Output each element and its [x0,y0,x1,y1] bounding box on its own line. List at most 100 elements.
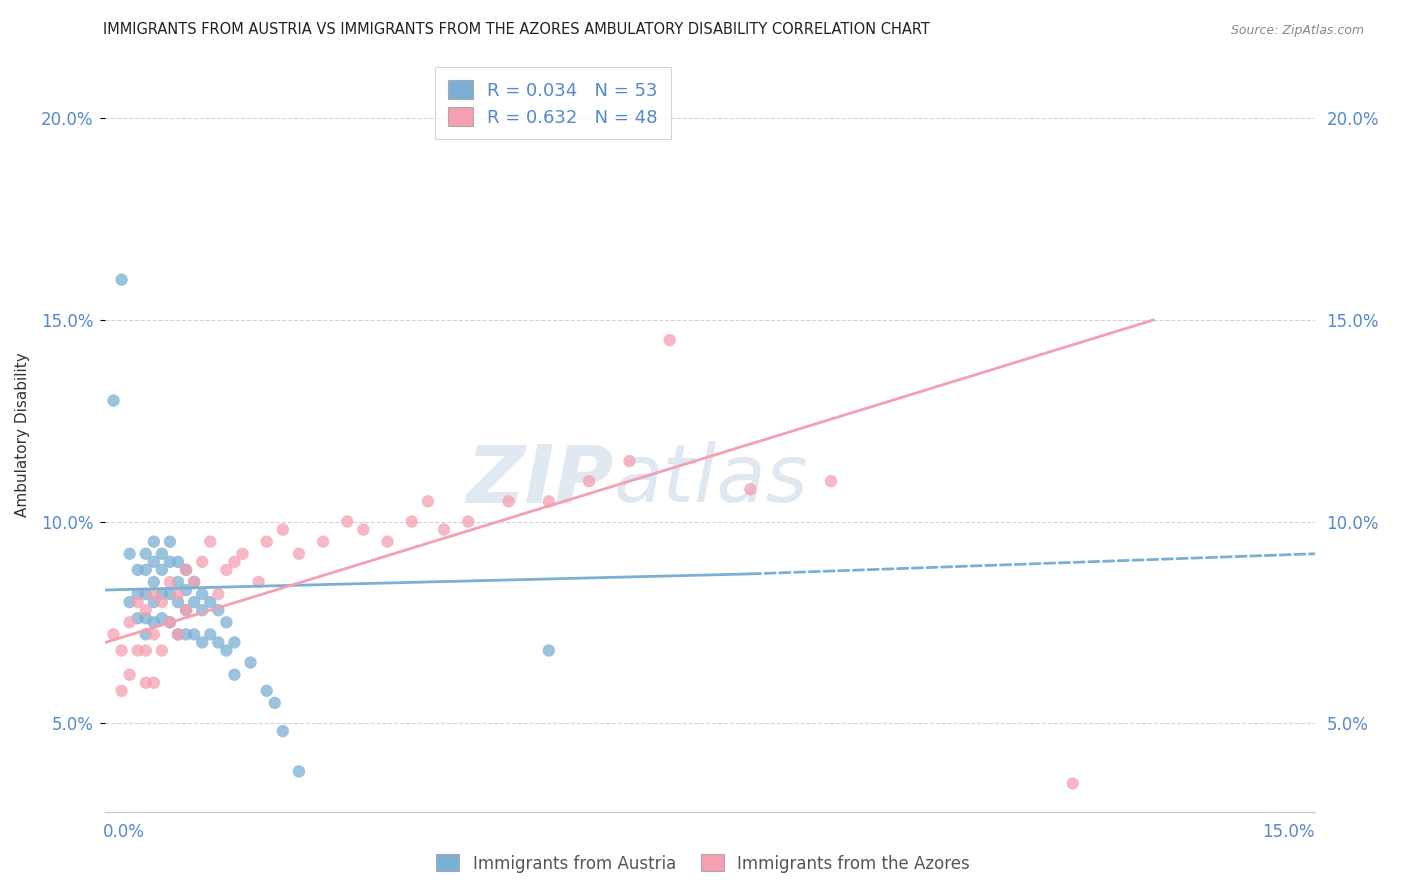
Point [191,555,214,569]
Point [135,603,157,617]
Point [150,643,173,657]
Point [619,454,641,468]
Point [224,667,246,681]
Point [150,611,173,625]
Point [1062,776,1084,790]
Legend: Immigrants from Austria, Immigrants from the Azores: Immigrants from Austria, Immigrants from… [429,847,977,880]
Point [224,555,246,569]
Point [215,563,238,577]
Point [288,764,311,779]
Point [263,696,285,710]
Point [658,333,681,347]
Point [336,515,359,529]
Legend: R = 0.034   N = 53, R = 0.632   N = 48: R = 0.034 N = 53, R = 0.632 N = 48 [434,67,671,139]
Text: 15.0%: 15.0% [1263,822,1315,840]
Point [377,534,399,549]
Point [142,574,165,589]
Point [215,643,238,657]
Point [142,534,165,549]
Point [207,635,229,649]
Text: 0.0%: 0.0% [103,822,145,840]
Point [288,547,311,561]
Point [167,627,190,641]
Point [127,587,149,601]
Point [142,595,165,609]
Point [118,615,141,630]
Point [231,547,253,561]
Point [537,643,560,657]
Text: IMMIGRANTS FROM AUSTRIA VS IMMIGRANTS FROM THE AZORES AMBULATORY DISABILITY CORR: IMMIGRANTS FROM AUSTRIA VS IMMIGRANTS FR… [103,22,929,37]
Point [135,563,157,577]
Point [110,273,132,287]
Point [142,587,165,601]
Y-axis label: Ambulatory Disability: Ambulatory Disability [15,352,30,517]
Point [578,474,600,488]
Point [191,635,214,649]
Point [247,574,270,589]
Point [103,393,125,408]
Point [159,615,181,630]
Point [271,523,294,537]
Point [200,595,222,609]
Point [159,587,181,601]
Point [215,615,238,630]
Point [103,627,125,641]
Point [183,627,205,641]
Point [200,534,222,549]
Point [127,595,149,609]
Point [183,595,205,609]
Point [118,595,141,609]
Point [150,587,173,601]
Point [118,547,141,561]
Text: Source: ZipAtlas.com: Source: ZipAtlas.com [1230,24,1364,37]
Text: atlas: atlas [613,441,808,519]
Point [135,627,157,641]
Point [110,643,132,657]
Point [150,547,173,561]
Point [416,494,439,508]
Point [127,563,149,577]
Point [740,483,762,497]
Point [167,595,190,609]
Point [183,574,205,589]
Point [142,615,165,630]
Point [174,603,197,617]
Point [183,574,205,589]
Point [207,587,229,601]
Point [142,675,165,690]
Point [174,582,197,597]
Point [457,515,479,529]
Point [256,534,278,549]
Point [150,595,173,609]
Point [159,615,181,630]
Point [110,683,132,698]
Point [312,534,335,549]
Point [200,627,222,641]
Point [135,587,157,601]
Point [207,603,229,617]
Point [167,555,190,569]
Point [352,523,374,537]
Point [127,643,149,657]
Point [191,603,214,617]
Point [167,587,190,601]
Point [135,675,157,690]
Point [174,603,197,617]
Point [142,555,165,569]
Point [820,474,842,488]
Point [174,627,197,641]
Point [159,574,181,589]
Point [150,563,173,577]
Point [401,515,423,529]
Point [135,547,157,561]
Point [167,574,190,589]
Point [159,534,181,549]
Point [224,635,246,649]
Point [118,667,141,681]
Point [142,627,165,641]
Point [174,563,197,577]
Point [191,587,214,601]
Point [135,611,157,625]
Point [167,627,190,641]
Point [174,563,197,577]
